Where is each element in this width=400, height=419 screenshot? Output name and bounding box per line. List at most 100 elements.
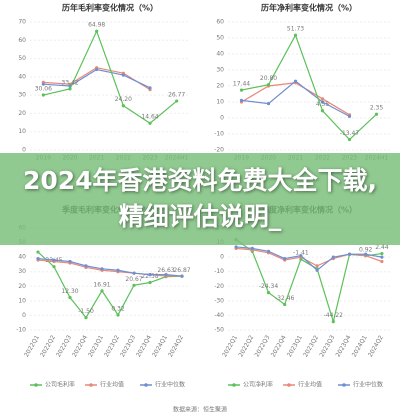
point [121, 104, 125, 108]
y-tick-label: -50 [214, 327, 224, 334]
chart-title: 历年净利率变化情况（%） [261, 3, 357, 13]
point [36, 257, 40, 261]
legend-label: 行业中位数 [155, 381, 185, 389]
data-label: 33.42 [61, 79, 78, 86]
point [116, 268, 120, 272]
point [175, 99, 179, 103]
point [320, 100, 325, 104]
y-tick-label: 40 [216, 51, 224, 58]
point [52, 258, 56, 262]
series-line [236, 246, 383, 272]
data-label: 2.44 [375, 244, 389, 251]
y-tick-label: 40 [18, 254, 26, 261]
y-tick-label: 0 [22, 147, 26, 154]
point [84, 316, 88, 320]
legend-dot [342, 383, 346, 387]
y-tick-label: 10 [18, 128, 26, 135]
point [299, 254, 303, 258]
legend-dot [287, 383, 291, 387]
point [95, 67, 99, 72]
point [331, 255, 335, 259]
data-label: -32.46 [275, 295, 295, 302]
point [283, 302, 287, 307]
point [116, 313, 120, 317]
y-tick-label: 30 [216, 67, 224, 74]
series-line [241, 33, 377, 141]
point [100, 267, 104, 271]
banner-title: 2024年香港资料免费大全下载,精细评估说明_ [22, 166, 378, 231]
point [52, 265, 56, 269]
legend-dot [232, 383, 236, 387]
point [239, 88, 244, 92]
point [95, 29, 99, 33]
data-label: 22.58 [141, 273, 158, 280]
series-line [43, 29, 178, 124]
data-label: 16.91 [93, 281, 110, 288]
data-label: -24.34 [259, 283, 279, 290]
y-tick-label: 0 [22, 312, 26, 319]
data-label: 64.98 [88, 22, 105, 29]
y-tick-label: -20 [214, 283, 224, 290]
point [347, 114, 352, 118]
legend-label: 公司净利率 [243, 381, 273, 389]
point [121, 73, 125, 77]
y-tick-label: -20 [214, 147, 224, 154]
y-tick-label: 30 [18, 92, 26, 99]
point [68, 87, 72, 91]
y-tick-label: 40 [18, 73, 26, 80]
point [380, 259, 384, 264]
y-tick-label: 10 [216, 99, 224, 106]
data-label: 14.64 [141, 114, 158, 121]
y-tick-label: 20 [216, 83, 224, 90]
point [148, 121, 152, 125]
series-line [236, 247, 383, 267]
y-tick-label: -30 [214, 297, 224, 304]
point [364, 252, 368, 256]
point [283, 257, 287, 261]
point [266, 83, 271, 87]
point [100, 289, 104, 293]
data-label: 30.06 [35, 86, 52, 93]
data-label: -1.50 [78, 308, 94, 315]
point [148, 86, 152, 90]
point [293, 33, 298, 37]
point [380, 251, 384, 256]
y-tick-label: -40 [214, 312, 224, 319]
y-tick-label: 50 [18, 55, 26, 62]
point [374, 112, 379, 116]
point [164, 273, 168, 277]
point [347, 137, 352, 142]
y-tick-label: 20 [18, 110, 26, 117]
data-label: 2.35 [370, 105, 384, 112]
point [41, 93, 45, 97]
legend-dot [144, 383, 148, 387]
y-tick-label: 70 [18, 19, 26, 26]
point [320, 109, 325, 113]
y-tick-label: 30 [18, 268, 26, 275]
point [250, 246, 254, 250]
y-tick-label: 0 [220, 115, 224, 122]
y-tick-label: 10 [18, 297, 26, 304]
point [68, 259, 72, 264]
y-tick-label: 20 [18, 283, 26, 290]
data-label: 26.63 [157, 267, 174, 274]
data-label: 26.87 [173, 267, 190, 274]
point [380, 255, 384, 259]
y-tick-label: -10 [214, 268, 224, 275]
data-label: 51.73 [287, 26, 304, 33]
series-line [37, 259, 182, 277]
point [180, 274, 184, 278]
series-line [37, 258, 183, 277]
point [320, 97, 325, 101]
data-label: 12.30 [61, 288, 78, 295]
point [266, 249, 271, 253]
data-label: -44.22 [324, 312, 344, 319]
banner: 2024年香港资料免费大全下载,精细评估说明_ [0, 153, 400, 245]
point [315, 264, 319, 268]
series-line [37, 251, 183, 319]
point [41, 82, 45, 86]
x-tick-label: 2024Q2 [167, 334, 185, 358]
point [266, 102, 271, 106]
series-line [43, 68, 151, 89]
